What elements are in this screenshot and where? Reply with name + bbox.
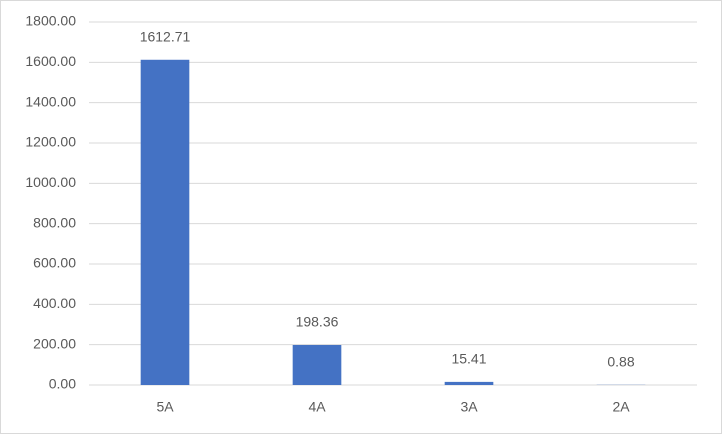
- data-label: 15.41: [451, 351, 486, 367]
- data-label: 1612.71: [140, 28, 191, 44]
- x-tick-label: 4A: [308, 399, 326, 415]
- y-tick-label: 0.00: [49, 376, 76, 392]
- y-tick-label: 200.00: [33, 335, 76, 351]
- y-tick-label: 1000.00: [25, 174, 76, 190]
- bar: [444, 381, 494, 385]
- y-tick-label: 600.00: [33, 255, 76, 271]
- bar: [292, 344, 342, 385]
- y-tick-label: 1800.00: [25, 13, 76, 29]
- data-label: 198.36: [296, 314, 339, 330]
- data-label: 0.88: [607, 354, 634, 370]
- y-tick-label: 400.00: [33, 295, 76, 311]
- bar: [140, 59, 190, 386]
- x-tick-label: 2A: [612, 399, 630, 415]
- y-tick-label: 1400.00: [25, 93, 76, 109]
- y-tick-label: 800.00: [33, 214, 76, 230]
- y-tick-label: 1600.00: [25, 53, 76, 69]
- x-tick-label: 5A: [156, 399, 174, 415]
- x-tick-label: 3A: [460, 399, 478, 415]
- y-tick-label: 1200.00: [25, 134, 76, 150]
